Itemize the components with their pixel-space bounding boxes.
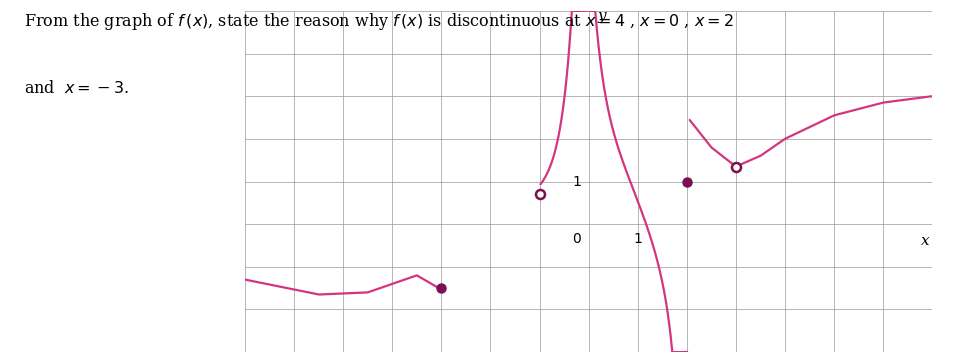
Text: From the graph of $f\,(x)$, state the reason why $f\,(x)$ is discontinuous at $x: From the graph of $f\,(x)$, state the re… [24, 11, 734, 32]
Text: 1: 1 [573, 175, 581, 188]
Text: 1: 1 [633, 232, 642, 246]
Text: 0: 0 [573, 232, 581, 246]
Text: y: y [598, 9, 606, 23]
Text: x: x [921, 233, 929, 248]
Text: and  $x = -3$.: and $x = -3$. [24, 80, 129, 97]
